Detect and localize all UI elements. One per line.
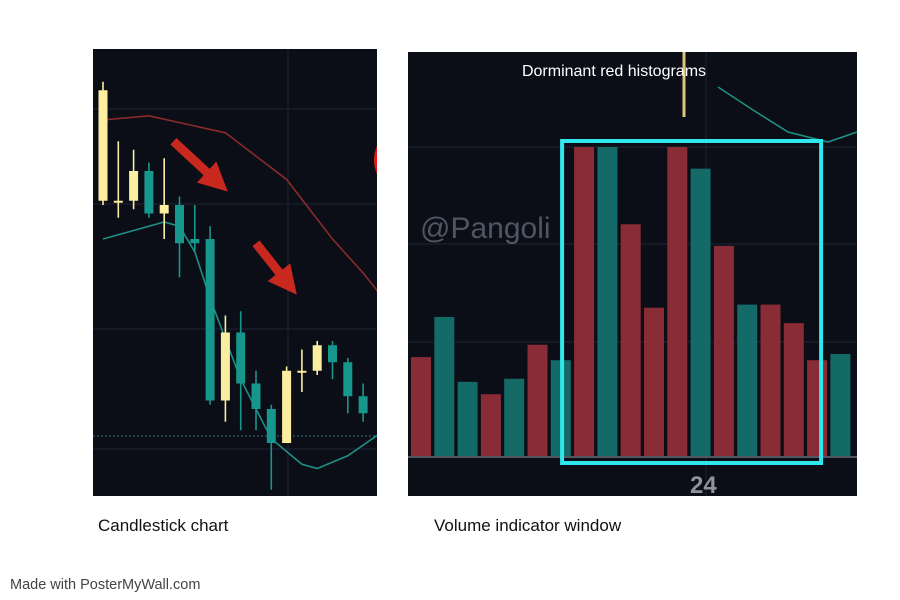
candle-body <box>190 239 200 244</box>
volume-bar <box>760 304 781 456</box>
volume-bar <box>644 307 664 456</box>
volume-bar <box>667 147 688 456</box>
candle-body <box>129 171 139 201</box>
candle <box>282 366 292 443</box>
candle-body <box>266 409 276 443</box>
red-arrow-annotation <box>252 240 297 295</box>
candle <box>144 162 154 218</box>
candle <box>312 341 322 375</box>
moving-average-line-1 <box>102 114 377 292</box>
candle <box>190 205 200 252</box>
volume-indicator-panel: @Pangoli 24 <box>408 52 857 496</box>
watermark-text: @Pangoli <box>420 212 551 245</box>
candle <box>205 226 215 405</box>
candle-body <box>205 239 215 401</box>
candle <box>328 341 337 380</box>
candle-body <box>282 370 292 443</box>
candle-body <box>159 205 169 214</box>
volume-bar <box>830 354 851 456</box>
candle-body <box>236 332 246 384</box>
candle-body <box>144 171 154 214</box>
candle <box>175 196 184 278</box>
highlight-box <box>560 139 824 465</box>
candlestick-chart <box>93 49 377 496</box>
volume-bar <box>480 394 501 456</box>
volume-bar <box>597 147 618 456</box>
candle-body <box>113 200 123 203</box>
candlestick-chart-panel: D <box>93 49 377 496</box>
volume-bar <box>411 357 431 456</box>
candle-body <box>98 90 108 201</box>
candle <box>113 141 123 218</box>
volume-bar <box>504 378 525 456</box>
volume-bar <box>457 381 478 456</box>
moving-average-line <box>717 86 857 143</box>
candle <box>251 370 261 431</box>
candle-body <box>251 383 261 409</box>
volume-bar <box>690 168 711 456</box>
d-badge: D <box>374 126 377 194</box>
candle <box>98 81 108 205</box>
candle-body <box>312 345 322 371</box>
footer-credit: Made with PosterMyWall.com <box>10 577 201 593</box>
x-tick-label: 24 <box>690 472 717 496</box>
candle <box>129 149 139 210</box>
volume-bar <box>807 360 828 456</box>
candle-body <box>328 345 337 363</box>
chart-annotation: Dorminant red histograms <box>521 63 707 80</box>
candle <box>297 349 307 392</box>
red-arrow-annotation <box>170 137 228 192</box>
volume-bar <box>574 147 595 456</box>
volume-bar <box>737 304 758 456</box>
volume-bar <box>620 224 641 456</box>
volume-bar <box>783 323 804 456</box>
candle-body <box>175 205 184 244</box>
candle <box>236 311 246 431</box>
candle <box>343 358 353 414</box>
candle <box>358 383 368 422</box>
candle <box>220 315 230 422</box>
volume-bar <box>713 245 734 456</box>
caption-volume: Volume indicator window <box>434 516 622 535</box>
candle <box>159 158 169 239</box>
volume-histogram-chart <box>408 52 857 496</box>
candle-body <box>343 362 353 397</box>
candle-body <box>358 396 368 414</box>
candle <box>266 404 276 490</box>
candle-body <box>220 332 230 401</box>
candle-body <box>297 370 307 373</box>
caption-candlestick: Candlestick chart <box>98 516 229 535</box>
volume-bar <box>527 344 548 456</box>
volume-bar <box>434 316 455 456</box>
